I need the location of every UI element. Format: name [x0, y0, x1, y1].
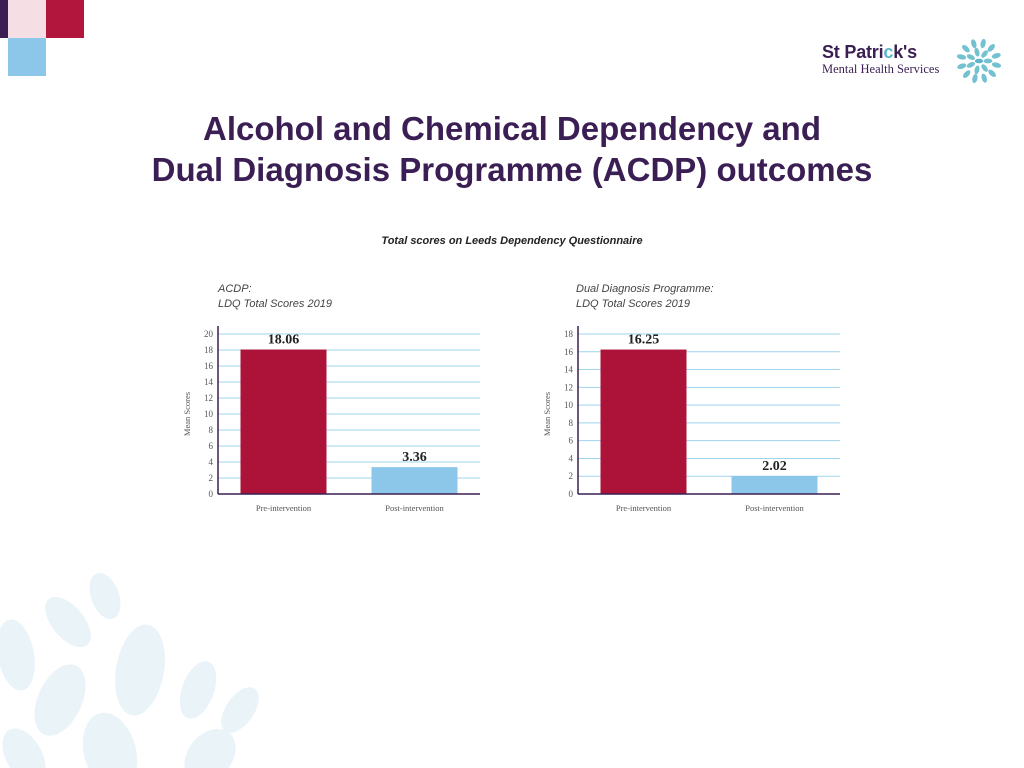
- page-title: Alcohol and Chemical Dependency and Dual…: [0, 108, 1024, 190]
- chart-caption-dual-diagnosis: Dual Diagnosis Programme: LDQ Total Scor…: [576, 282, 714, 312]
- y-tick-label: 14: [564, 365, 574, 375]
- y-tick-label: 20: [204, 329, 214, 339]
- charts-subtitle: Total scores on Leeds Dependency Questio…: [381, 235, 643, 247]
- chart-caption-line-1: Dual Diagnosis Programme:: [576, 283, 714, 295]
- y-tick-label: 6: [209, 441, 214, 451]
- y-tick-label: 2: [569, 471, 574, 481]
- corner-square-pink: [8, 0, 46, 38]
- bar-chart-acdp: 0 2 4 6 8 10 12 14 16 18 20 18.06 Pre-intervention 3.…: [182, 326, 480, 513]
- logo-name: St Patrick's: [822, 42, 917, 62]
- chart-caption-line-2: LDQ Total Scores 2019: [218, 298, 332, 310]
- page-title-line-1: Alcohol and Chemical Dependency and: [203, 110, 821, 147]
- y-axis-label: Mean Scores: [542, 392, 552, 436]
- flower-logo-icon: [956, 38, 1002, 84]
- brand-logo: St Patrick's Mental Health Services: [822, 38, 1012, 88]
- corner-square-purple: [0, 0, 8, 38]
- logo-petal: [991, 62, 1002, 68]
- bar-pre-intervention: [240, 349, 327, 494]
- logo-petal: [962, 45, 970, 53]
- y-tick-label: 14: [204, 377, 214, 387]
- bar-post-intervention: [371, 467, 458, 494]
- data-label: 16.25: [628, 333, 660, 348]
- logo-petal: [957, 63, 967, 69]
- y-tick-label: 4: [569, 453, 574, 463]
- data-label: 18.06: [268, 333, 300, 348]
- logo-petal: [983, 58, 993, 64]
- logo-subtitle: Mental Health Services: [822, 62, 940, 76]
- y-tick-label: 6: [569, 436, 574, 446]
- y-tick-label: 16: [204, 361, 214, 371]
- logo-petal: [956, 54, 967, 60]
- data-label: 2.02: [762, 459, 787, 474]
- chart-caption-acdp: ACDP: LDQ Total Scores 2019: [218, 282, 332, 312]
- y-tick-label: 0: [569, 489, 574, 499]
- y-tick-label: 0: [209, 489, 214, 499]
- bar-chart-dual-diagnosis: 0 2 4 6 8 10 12 14 16 18 16.25 Pre-intervention 2.02…: [542, 326, 840, 513]
- logo-petal: [972, 73, 978, 84]
- logo-petal: [974, 65, 980, 75]
- bar-post-intervention: [731, 476, 818, 494]
- y-tick-label: 18: [564, 329, 574, 339]
- corner-square-red: [46, 0, 84, 38]
- y-tick-label: 18: [204, 345, 214, 355]
- logo-petal: [987, 44, 995, 52]
- chart-caption-line-2: LDQ Total Scores 2019: [576, 298, 690, 310]
- x-tick-label: Pre-intervention: [616, 503, 672, 513]
- logo-petal: [974, 47, 980, 57]
- x-tick-label: Post-intervention: [385, 503, 444, 513]
- logo-petal: [966, 62, 976, 68]
- page-title-line-2: Dual Diagnosis Programme (ACDP) outcomes: [151, 151, 873, 188]
- y-tick-label: 16: [564, 347, 574, 357]
- logo-petal: [988, 69, 996, 77]
- logo-petal: [966, 54, 976, 60]
- logo-petal: [981, 50, 988, 58]
- bar-pre-intervention: [600, 349, 687, 494]
- logo-petal: [981, 64, 988, 72]
- corner-square-blue: [8, 38, 46, 76]
- chart-caption-line-1: ACDP:: [218, 283, 252, 295]
- y-tick-label: 8: [569, 418, 574, 428]
- y-tick-label: 12: [564, 382, 573, 392]
- y-tick-label: 10: [204, 409, 214, 419]
- logo-petal: [981, 73, 987, 83]
- y-tick-label: 4: [209, 457, 214, 467]
- data-label: 3.36: [402, 450, 427, 465]
- leaf-pattern-icon: [0, 572, 259, 768]
- logo-petal: [991, 53, 1001, 59]
- y-tick-label: 8: [209, 425, 214, 435]
- y-tick-label: 10: [564, 400, 574, 410]
- x-tick-label: Pre-intervention: [256, 503, 312, 513]
- logo-petal: [971, 39, 977, 49]
- decorative-leaves: [0, 572, 259, 768]
- logo-petal: [963, 70, 971, 78]
- x-tick-label: Post-intervention: [745, 503, 804, 513]
- y-tick-label: 12: [204, 393, 213, 403]
- y-axis-label: Mean Scores: [182, 392, 192, 436]
- logo-petal: [974, 58, 984, 64]
- y-tick-label: 2: [209, 473, 214, 483]
- logo-petal: [980, 38, 986, 49]
